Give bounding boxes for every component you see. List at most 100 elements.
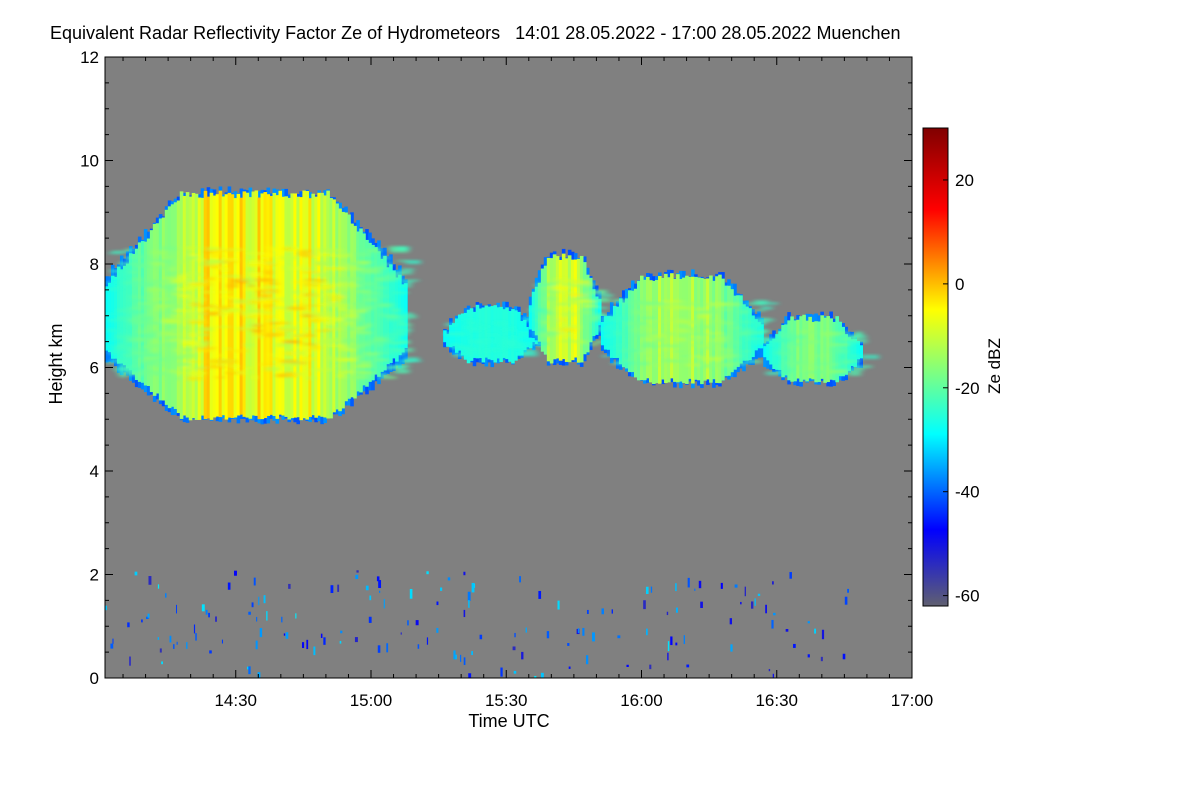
echo-speckle: [248, 611, 251, 615]
echo-streak: [702, 346, 718, 350]
echo-streak: [209, 253, 224, 258]
echo-streak: [475, 341, 485, 345]
echo-streak: [463, 319, 478, 322]
x-tick-label: 17:00: [891, 691, 934, 710]
echo-streak: [340, 284, 360, 288]
echo-streak: [220, 295, 237, 298]
echo-streak: [252, 274, 260, 279]
echo-speckle: [215, 616, 217, 622]
echo-streak: [130, 299, 143, 303]
echo-streak: [279, 255, 299, 260]
echo-streak: [688, 344, 705, 347]
echo-streak: [482, 350, 494, 353]
echo-streak: [549, 327, 568, 331]
echo-column: [751, 315, 755, 358]
echo-streak: [697, 317, 708, 321]
echo-column: [215, 194, 220, 417]
echo-streak: [341, 293, 350, 297]
echo-texture: [601, 298, 778, 369]
echo-streak: [267, 332, 285, 337]
echo-streak: [266, 319, 281, 322]
echo-streak: [359, 271, 371, 273]
echo-speckle: [426, 637, 429, 645]
echo-column: [739, 295, 743, 364]
echo-speckle: [538, 590, 542, 599]
echo-column: [763, 346, 767, 358]
echo-speckle: [165, 593, 167, 598]
echo-streak: [750, 317, 770, 320]
echo-streak: [150, 348, 158, 353]
echo-streak: [359, 341, 375, 345]
echo-streak: [537, 312, 552, 315]
echo-streak: [284, 372, 298, 378]
echo-column: [549, 258, 554, 364]
echo-streak: [191, 370, 198, 373]
echo-streak: [636, 361, 650, 366]
echo-speckle: [369, 595, 372, 601]
echo-streak: [691, 355, 704, 358]
echo-speckle: [400, 632, 402, 635]
echo-speckle: [313, 646, 316, 656]
echo-column: [227, 192, 232, 418]
echo-column: [293, 193, 298, 418]
echo-streak: [136, 372, 148, 377]
echo-column: [718, 274, 722, 384]
echo-streak: [348, 262, 366, 266]
echo-streak: [386, 313, 399, 316]
echo-streak: [196, 347, 216, 350]
echo-streak: [396, 260, 408, 262]
echo-streak: [314, 311, 335, 316]
echo-speckle: [386, 643, 389, 653]
echo-speckle: [471, 651, 473, 655]
echo-column: [505, 307, 509, 360]
echo-column: [155, 223, 160, 394]
echo-streak: [152, 259, 172, 264]
echo-speckle: [258, 596, 260, 606]
echo-column: [149, 230, 154, 393]
echo-column: [609, 316, 614, 358]
echo-streak: [368, 270, 382, 275]
echo-streak: [753, 341, 771, 345]
echo-streak: [363, 352, 379, 356]
echo-streak: [302, 313, 314, 318]
echo-streak: [849, 354, 860, 358]
echo-streak: [287, 246, 297, 249]
echo-column: [760, 324, 764, 349]
echo-streak: [130, 295, 138, 299]
echo-streak: [344, 322, 352, 325]
echo-streak: [268, 283, 279, 285]
echo-streak: [202, 306, 218, 310]
echo-streak: [588, 343, 598, 346]
echo-streak: [118, 367, 133, 371]
echo-column: [257, 197, 262, 420]
echo-streak: [149, 343, 168, 347]
echo-streak: [645, 336, 662, 341]
echo-streak: [212, 249, 222, 255]
echo-streak: [283, 351, 296, 356]
echo-column: [110, 275, 115, 359]
echo-streak: [396, 321, 407, 325]
echo-speckle: [649, 664, 652, 670]
echo-streak: [389, 249, 409, 253]
echo-streak: [780, 369, 791, 374]
echo-streak: [621, 348, 637, 353]
echo-streak: [613, 298, 629, 304]
echo-streak: [765, 343, 778, 346]
echo-speckle: [675, 607, 678, 613]
echo-streak: [184, 317, 204, 321]
echo-streak: [639, 316, 654, 320]
echo-speckle: [694, 588, 696, 591]
echo-streak: [840, 361, 849, 365]
echo-streak: [226, 275, 241, 278]
echo-streak: [666, 318, 686, 321]
echo-streak: [166, 339, 181, 342]
echo-streak: [208, 364, 226, 369]
echo-streak: [206, 247, 221, 251]
echo-streak: [167, 355, 184, 360]
echo-streak: [597, 294, 613, 298]
echo-streak: [296, 303, 303, 306]
echo-streak: [302, 253, 314, 258]
echo-streak: [258, 363, 277, 366]
echo-column: [314, 196, 318, 418]
echo-streak: [262, 252, 276, 257]
